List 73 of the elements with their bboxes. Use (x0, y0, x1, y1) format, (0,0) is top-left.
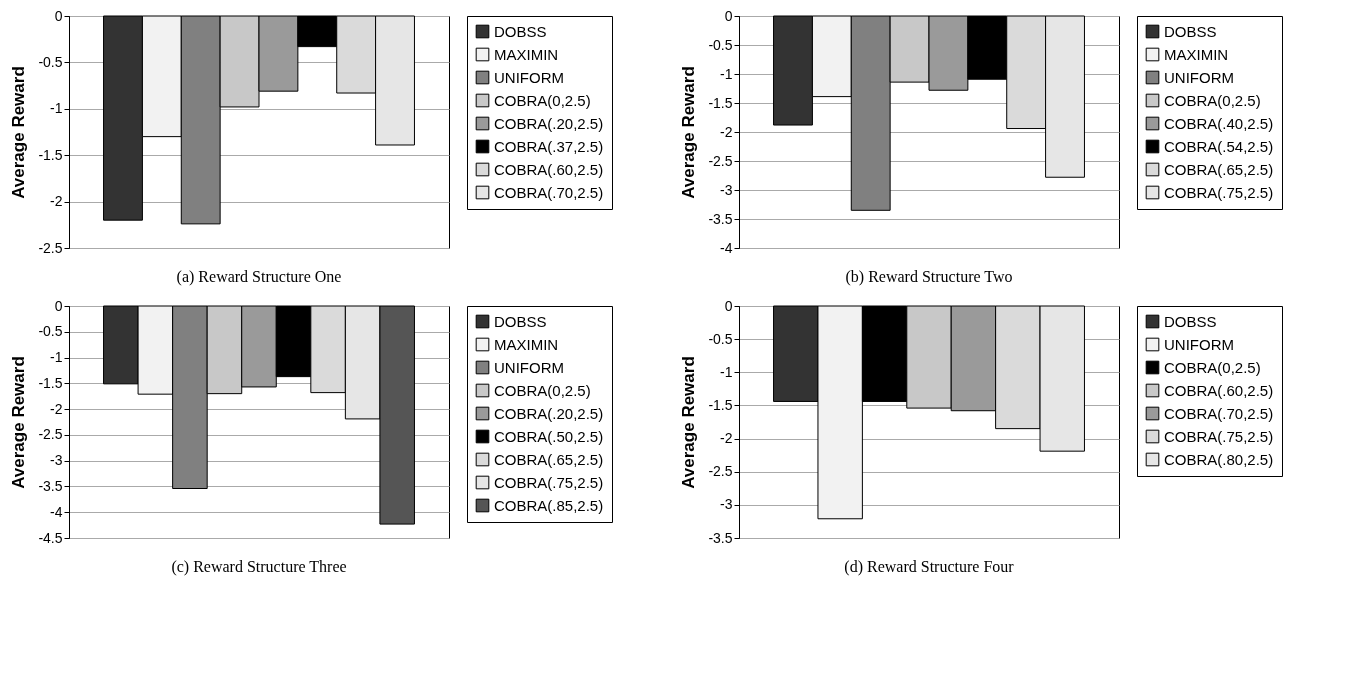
y-tick-label: -2 (720, 430, 733, 447)
y-tick-label: -1.5 (708, 94, 733, 111)
y-tick-label: -0.5 (38, 53, 63, 70)
legend-label: COBRA(.40,2.5) (1164, 114, 1274, 132)
legend-label: COBRA(.50,2.5) (494, 427, 604, 445)
y-tick-label: -2 (720, 123, 733, 140)
legend-label: UNIFORM (1164, 335, 1234, 353)
y-tick-label: 0 (54, 7, 63, 24)
y-tick-label: -3.5 (38, 477, 63, 494)
y-tick-label: -4 (720, 239, 733, 256)
legend-label: UNIFORM (494, 68, 564, 86)
y-tick-label: -2.5 (708, 152, 733, 169)
legend-label: COBRA(0,2.5) (494, 91, 591, 109)
legend-label: COBRA(.75,2.5) (1164, 183, 1274, 201)
y-tick-label: -0.5 (708, 330, 733, 347)
y-tick-label: -3 (720, 496, 733, 513)
legend-label: DOBSS (1164, 312, 1217, 330)
y-tick-label: -1 (50, 349, 63, 366)
legend-label: COBRA(0,2.5) (1164, 358, 1261, 376)
y-tick-label: -2.5 (708, 463, 733, 480)
y-axis-title: Average Reward (679, 356, 699, 489)
text: (b) Reward Structure Two (845, 268, 1013, 286)
legend-label: MAXIMIN (1164, 45, 1229, 63)
legend-label: COBRA(.20,2.5) (494, 404, 604, 422)
y-tick-label: -1 (720, 65, 733, 82)
y-tick-label: -3.5 (708, 210, 733, 227)
text: (c) Reward Structure Three (171, 558, 347, 576)
legend-label: MAXIMIN (494, 335, 559, 353)
legend-label: DOBSS (1164, 22, 1217, 40)
y-tick-label: -3 (720, 181, 733, 198)
legend-label: COBRA(0,2.5) (1164, 91, 1261, 109)
y-tick-label: 0 (724, 7, 733, 24)
legend-label: COBRA(.80,2.5) (1164, 450, 1274, 468)
legend-label: DOBSS (494, 22, 547, 40)
y-axis-title: Average Reward (679, 66, 699, 199)
legend-label: COBRA(.20,2.5) (494, 114, 604, 132)
legend-label: COBRA(.85,2.5) (494, 496, 604, 514)
legend-label: UNIFORM (1164, 68, 1234, 86)
legend-label: COBRA(.70,2.5) (494, 183, 604, 201)
y-tick-label: 0 (54, 297, 63, 314)
text: (d) Reward Structure Four (844, 558, 1015, 576)
y-tick-label: -0.5 (708, 36, 733, 53)
y-axis-title: Average Reward (9, 356, 29, 489)
y-tick-label: -2.5 (38, 239, 63, 256)
y-tick-label: -3 (50, 452, 63, 469)
legend-label: COBRA(0,2.5) (494, 381, 591, 399)
legend-label: UNIFORM (494, 358, 564, 376)
legend-label: COBRA(.60,2.5) (494, 160, 604, 178)
y-tick-label: -1.5 (38, 146, 63, 163)
y-tick-label: -3.5 (708, 529, 733, 546)
y-tick-label: -1.5 (38, 374, 63, 391)
legend-label: COBRA(.75,2.5) (494, 473, 604, 491)
legend-label: COBRA(.75,2.5) (1164, 427, 1274, 445)
y-tick-label: -2 (50, 400, 63, 417)
legend-label: COBRA(.60,2.5) (1164, 381, 1274, 399)
y-tick-label: -4 (50, 503, 63, 520)
y-tick-label: -2.5 (38, 426, 63, 443)
legend-label: COBRA(.70,2.5) (1164, 404, 1274, 422)
y-tick-label: -1 (50, 100, 63, 117)
y-tick-label: -4.5 (38, 529, 63, 546)
y-axis-title: Average Reward (9, 66, 29, 199)
legend-label: MAXIMIN (494, 45, 559, 63)
legend-label: DOBSS (494, 312, 547, 330)
legend-label: COBRA(.65,2.5) (1164, 160, 1274, 178)
y-tick-label: 0 (724, 297, 733, 314)
y-tick-label: -0.5 (38, 323, 63, 340)
legend-label: COBRA(.54,2.5) (1164, 137, 1274, 155)
legend-label: COBRA(.37,2.5) (494, 137, 604, 155)
text: (a) Reward Structure One (176, 268, 342, 286)
y-tick-label: -1.5 (708, 396, 733, 413)
legend-label: COBRA(.65,2.5) (494, 450, 604, 468)
y-tick-label: -1 (720, 363, 733, 380)
y-tick-label: -2 (50, 193, 63, 210)
